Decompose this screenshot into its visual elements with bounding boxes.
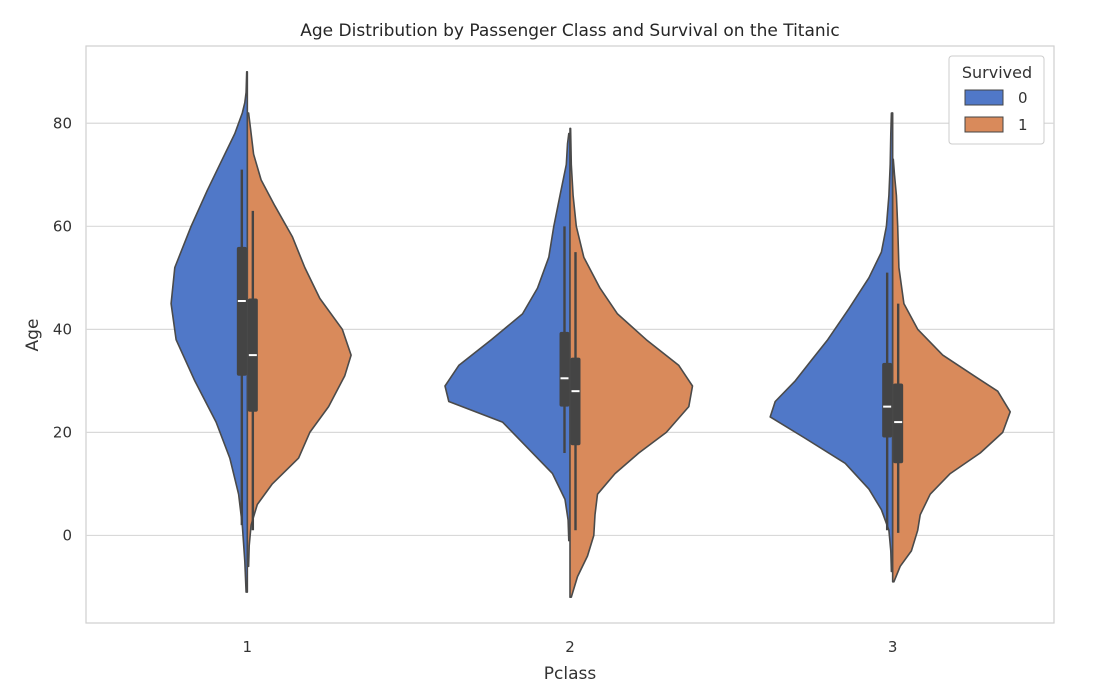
- iqr-box-right-class-2: [570, 357, 581, 446]
- iqr-box-left-class-2: [559, 331, 570, 407]
- y-tick-label-60: 60: [53, 217, 72, 235]
- iqr-box-right-class-3: [893, 383, 904, 464]
- iqr-box-left-class-3: [882, 362, 893, 438]
- iqr-box-left-class-1: [236, 246, 247, 376]
- x-tick-label-1: 1: [243, 638, 253, 656]
- chart-title: Age Distribution by Passenger Class and …: [300, 21, 839, 41]
- violin-right-class-2: [569, 127, 694, 599]
- inner-boxes: [236, 169, 904, 533]
- legend-swatch-0: [964, 89, 1004, 106]
- x-tick-label-2: 2: [565, 638, 575, 656]
- y-tick-labels: 0 20 40 60 80: [53, 114, 72, 544]
- legend: Survived 0 1: [948, 55, 1045, 145]
- x-tick-labels: 1 2 3: [243, 638, 898, 656]
- y-tick-label-40: 40: [53, 320, 72, 338]
- violins: [170, 70, 1011, 599]
- legend-label-1: 1: [1018, 116, 1028, 134]
- violin-left-class-2: [444, 132, 571, 542]
- x-tick-label-3: 3: [888, 638, 898, 656]
- legend-title: Survived: [962, 63, 1032, 82]
- violin-left-class-3: [769, 112, 894, 573]
- violin-right-class-3: [891, 158, 1011, 583]
- violin-right-class-1: [246, 112, 352, 568]
- x-axis-label: Pclass: [544, 664, 597, 684]
- y-axis-label: Age: [23, 319, 43, 352]
- y-tick-label-80: 80: [53, 114, 72, 132]
- y-tick-label-20: 20: [53, 423, 72, 441]
- legend-label-0: 0: [1018, 89, 1028, 107]
- legend-swatch-1: [964, 116, 1004, 133]
- y-tick-label-0: 0: [62, 526, 72, 544]
